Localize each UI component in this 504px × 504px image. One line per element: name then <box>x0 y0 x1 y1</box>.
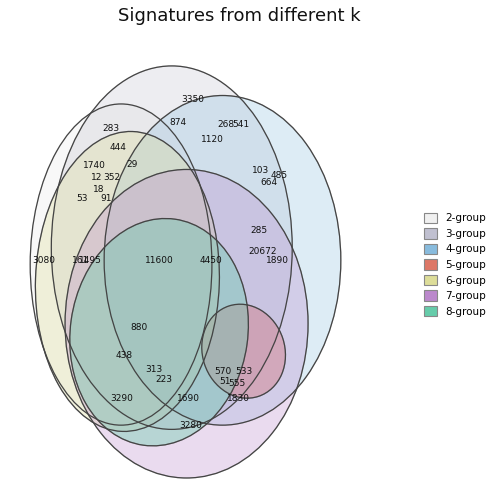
Text: 541: 541 <box>232 120 249 129</box>
Text: 1830: 1830 <box>227 395 249 404</box>
Ellipse shape <box>65 169 308 478</box>
Text: 1740: 1740 <box>84 161 106 170</box>
Text: 880: 880 <box>131 324 148 333</box>
Text: 874: 874 <box>169 118 186 128</box>
Ellipse shape <box>51 66 292 429</box>
Text: 1495: 1495 <box>79 256 102 265</box>
Ellipse shape <box>70 219 248 446</box>
Text: 18: 18 <box>93 185 105 194</box>
Text: 664: 664 <box>261 178 278 187</box>
Ellipse shape <box>104 95 341 425</box>
Text: 485: 485 <box>271 171 288 180</box>
Text: 51: 51 <box>220 376 231 386</box>
Text: 570: 570 <box>215 367 232 376</box>
Text: 555: 555 <box>228 379 245 388</box>
Text: 103: 103 <box>253 166 270 175</box>
Text: 444: 444 <box>110 143 127 152</box>
Text: 161: 161 <box>72 256 89 265</box>
Text: 283: 283 <box>103 124 120 133</box>
Text: 1690: 1690 <box>177 395 200 404</box>
Text: 285: 285 <box>250 226 268 235</box>
Ellipse shape <box>30 104 212 425</box>
Ellipse shape <box>35 132 219 431</box>
Text: 223: 223 <box>156 375 173 384</box>
Text: 1120: 1120 <box>201 135 223 144</box>
Text: 313: 313 <box>145 365 163 374</box>
Text: 11600: 11600 <box>145 256 173 265</box>
Title: Signatures from different k: Signatures from different k <box>118 7 361 25</box>
Text: 533: 533 <box>235 367 253 376</box>
Text: 53: 53 <box>77 194 88 203</box>
Text: 3280: 3280 <box>179 421 202 429</box>
Text: 3290: 3290 <box>110 395 134 404</box>
Text: 29: 29 <box>127 160 138 169</box>
Text: 268: 268 <box>217 120 234 129</box>
Text: 20672: 20672 <box>249 247 277 257</box>
Text: 12: 12 <box>91 173 103 182</box>
Text: 1890: 1890 <box>266 256 289 265</box>
Text: 352: 352 <box>103 173 120 182</box>
Ellipse shape <box>202 304 285 398</box>
Text: 4450: 4450 <box>199 256 222 265</box>
Text: 91: 91 <box>100 194 112 203</box>
Text: 3350: 3350 <box>181 95 205 104</box>
Text: 3080: 3080 <box>33 256 55 265</box>
Legend: 2-group, 3-group, 4-group, 5-group, 6-group, 7-group, 8-group: 2-group, 3-group, 4-group, 5-group, 6-gr… <box>421 209 489 320</box>
Text: 438: 438 <box>116 351 133 360</box>
